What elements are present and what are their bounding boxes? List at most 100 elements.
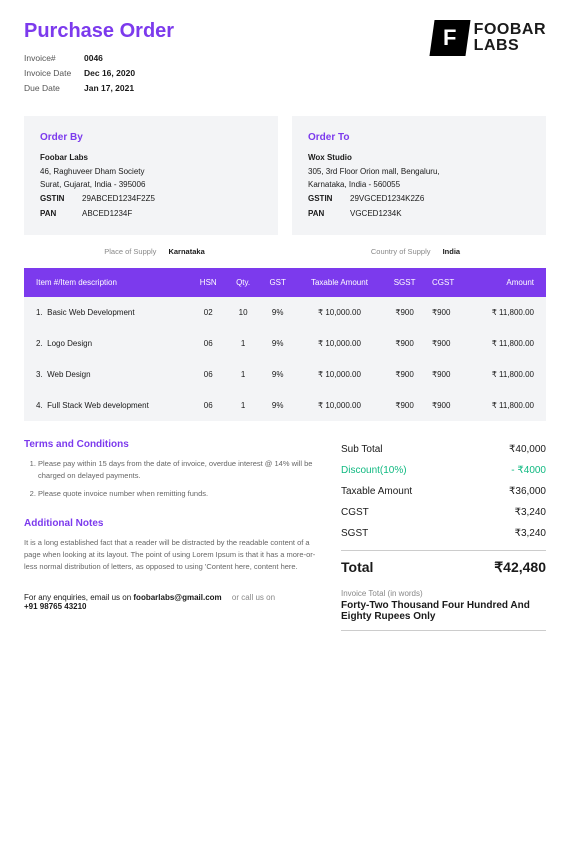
discount-row: Discount(10%) - ₹4000	[341, 460, 546, 481]
cell-amount: ₹ 11,800.00	[469, 390, 546, 421]
contact: For any enquiries, email us on foobarlab…	[24, 593, 321, 611]
col-cgst2: CGST	[426, 268, 469, 297]
doc-title: Purchase Order	[24, 20, 174, 43]
country-of-supply-value: India	[443, 247, 461, 256]
order-by-pan-row: PAN ABCED1234F	[40, 208, 262, 221]
col-sgst: SGST	[383, 268, 426, 297]
cell-hsn: 02	[190, 297, 227, 328]
sgst-label: SGST	[341, 528, 368, 539]
cell-amount: ₹ 11,800.00	[469, 297, 546, 328]
invoice-no-label: Invoice#	[24, 53, 84, 63]
cell-sgst: ₹900	[383, 328, 426, 359]
cell-desc: 4. Full Stack Web development	[24, 390, 190, 421]
notes: Additional Notes It is a long establishe…	[24, 518, 321, 573]
cell-taxable: ₹ 10,000.00	[296, 297, 383, 328]
sgst-value: ₹3,240	[515, 528, 546, 539]
col-taxable: Taxable Amount	[296, 268, 383, 297]
discount-value: - ₹4000	[511, 465, 546, 476]
order-by-panel: Order By Foobar Labs 46, Raghuveer Dham …	[24, 116, 278, 235]
order-by-gstin-label: GSTIN	[40, 193, 74, 206]
discount-label: Discount(10%)	[341, 465, 407, 476]
total-value: ₹42,480	[494, 559, 546, 576]
cell-desc: 3. Web Design	[24, 359, 190, 390]
cell-desc: 2. Logo Design	[24, 328, 190, 359]
cell-gst: 9%	[260, 328, 296, 359]
cell-qty: 1	[227, 359, 260, 390]
cell-sgst: ₹900	[383, 297, 426, 328]
col-hsn: HSN	[190, 268, 227, 297]
order-by-name: Foobar Labs	[40, 152, 262, 165]
terms-list: Please pay within 15 days from the date …	[24, 458, 321, 500]
cell-taxable: ₹ 10,000.00	[296, 328, 383, 359]
cell-qty: 1	[227, 390, 260, 421]
place-of-supply-value: Karnataka	[168, 247, 204, 256]
cell-hsn: 06	[190, 359, 227, 390]
items-table: Item #/Item description HSN Qty. GST Tax…	[24, 268, 546, 421]
notes-heading: Additional Notes	[24, 518, 321, 529]
contact-email: foobarlabs@gmail.com	[133, 593, 221, 602]
invoice-date-value: Dec 16, 2020	[84, 68, 135, 78]
cell-gst: 9%	[260, 359, 296, 390]
cell-desc: 1. Basic Web Development	[24, 297, 190, 328]
order-to-addr2: Karnataka, India - 560055	[308, 179, 530, 192]
cell-sgst: ₹900	[383, 390, 426, 421]
col-desc: Item #/Item description	[24, 268, 190, 297]
cell-cgst: ₹900	[426, 328, 469, 359]
cgst-row: CGST ₹3,240	[341, 502, 546, 523]
meta-due-date: Due Date Jan 17, 2021	[24, 83, 174, 93]
invoice-date-label: Invoice Date	[24, 68, 84, 78]
logo-text: FOOBAR LABS	[474, 22, 546, 54]
cell-gst: 9%	[260, 390, 296, 421]
country-of-supply-label: Country of Supply	[371, 247, 431, 256]
cell-gst: 9%	[260, 297, 296, 328]
place-of-supply-label: Place of Supply	[104, 247, 156, 256]
contact-pre: For any enquiries, email us on	[24, 593, 133, 602]
terms-heading: Terms and Conditions	[24, 439, 321, 450]
table-row: 1. Basic Web Development02109%₹ 10,000.0…	[24, 297, 546, 328]
taxable-row: Taxable Amount ₹36,000	[341, 481, 546, 502]
order-to-pan: VGCED1234K	[350, 208, 402, 221]
words-label: Invoice Total (in words)	[341, 589, 546, 598]
header: Purchase Order Invoice# 0046 Invoice Dat…	[24, 20, 546, 98]
contact-phone: +91 98765 43210	[24, 602, 321, 611]
due-date-value: Jan 17, 2021	[84, 83, 134, 93]
cell-hsn: 06	[190, 390, 227, 421]
company-logo: FOOBAR LABS	[432, 20, 546, 56]
items-header-row: Item #/Item description HSN Qty. GST Tax…	[24, 268, 546, 297]
order-to-pan-row: PAN VGCED1234K	[308, 208, 530, 221]
total-label: Total	[341, 559, 373, 576]
col-qty: Qty.	[227, 268, 260, 297]
notes-body: It is a long established fact that a rea…	[24, 537, 321, 573]
meta-invoice-no: Invoice# 0046	[24, 53, 174, 63]
taxable-label: Taxable Amount	[341, 486, 412, 497]
bottom-section: Terms and Conditions Please pay within 1…	[24, 439, 546, 631]
order-by-pan: ABCED1234F	[82, 208, 132, 221]
cell-amount: ₹ 11,800.00	[469, 328, 546, 359]
order-to-pan-label: PAN	[308, 208, 342, 221]
order-by-gstin: 29ABCED1234F2Z5	[82, 193, 155, 206]
order-by-pan-label: PAN	[40, 208, 74, 221]
parties: Order By Foobar Labs 46, Raghuveer Dham …	[24, 116, 546, 235]
table-row: 4. Full Stack Web development0619%₹ 10,0…	[24, 390, 546, 421]
cell-taxable: ₹ 10,000.00	[296, 390, 383, 421]
cell-cgst: ₹900	[426, 390, 469, 421]
cell-hsn: 06	[190, 328, 227, 359]
country-of-supply: Country of Supply India	[285, 243, 546, 260]
col-amount: Amount	[469, 268, 546, 297]
contact-mid: or call us on	[230, 593, 275, 602]
term-1: Please pay within 15 days from the date …	[38, 458, 321, 482]
words-value: Forty-Two Thousand Four Hundred And Eigh…	[341, 600, 546, 631]
terms-and-notes: Terms and Conditions Please pay within 1…	[24, 439, 321, 631]
due-date-label: Due Date	[24, 83, 84, 93]
totals-panel: Sub Total ₹40,000 Discount(10%) - ₹4000 …	[341, 439, 546, 631]
table-row: 2. Logo Design0619%₹ 10,000.00₹900₹900₹ …	[24, 328, 546, 359]
total-row: Total ₹42,480	[341, 550, 546, 581]
place-of-supply: Place of Supply Karnataka	[24, 243, 285, 260]
order-to-gstin-label: GSTIN	[308, 193, 342, 206]
sgst-row: SGST ₹3,240	[341, 523, 546, 544]
logo-line2: LABS	[474, 38, 546, 54]
order-by-heading: Order By	[40, 130, 262, 146]
term-2: Please quote invoice number when remitti…	[38, 488, 321, 500]
cell-qty: 1	[227, 328, 260, 359]
cgst-label: CGST	[341, 507, 369, 518]
